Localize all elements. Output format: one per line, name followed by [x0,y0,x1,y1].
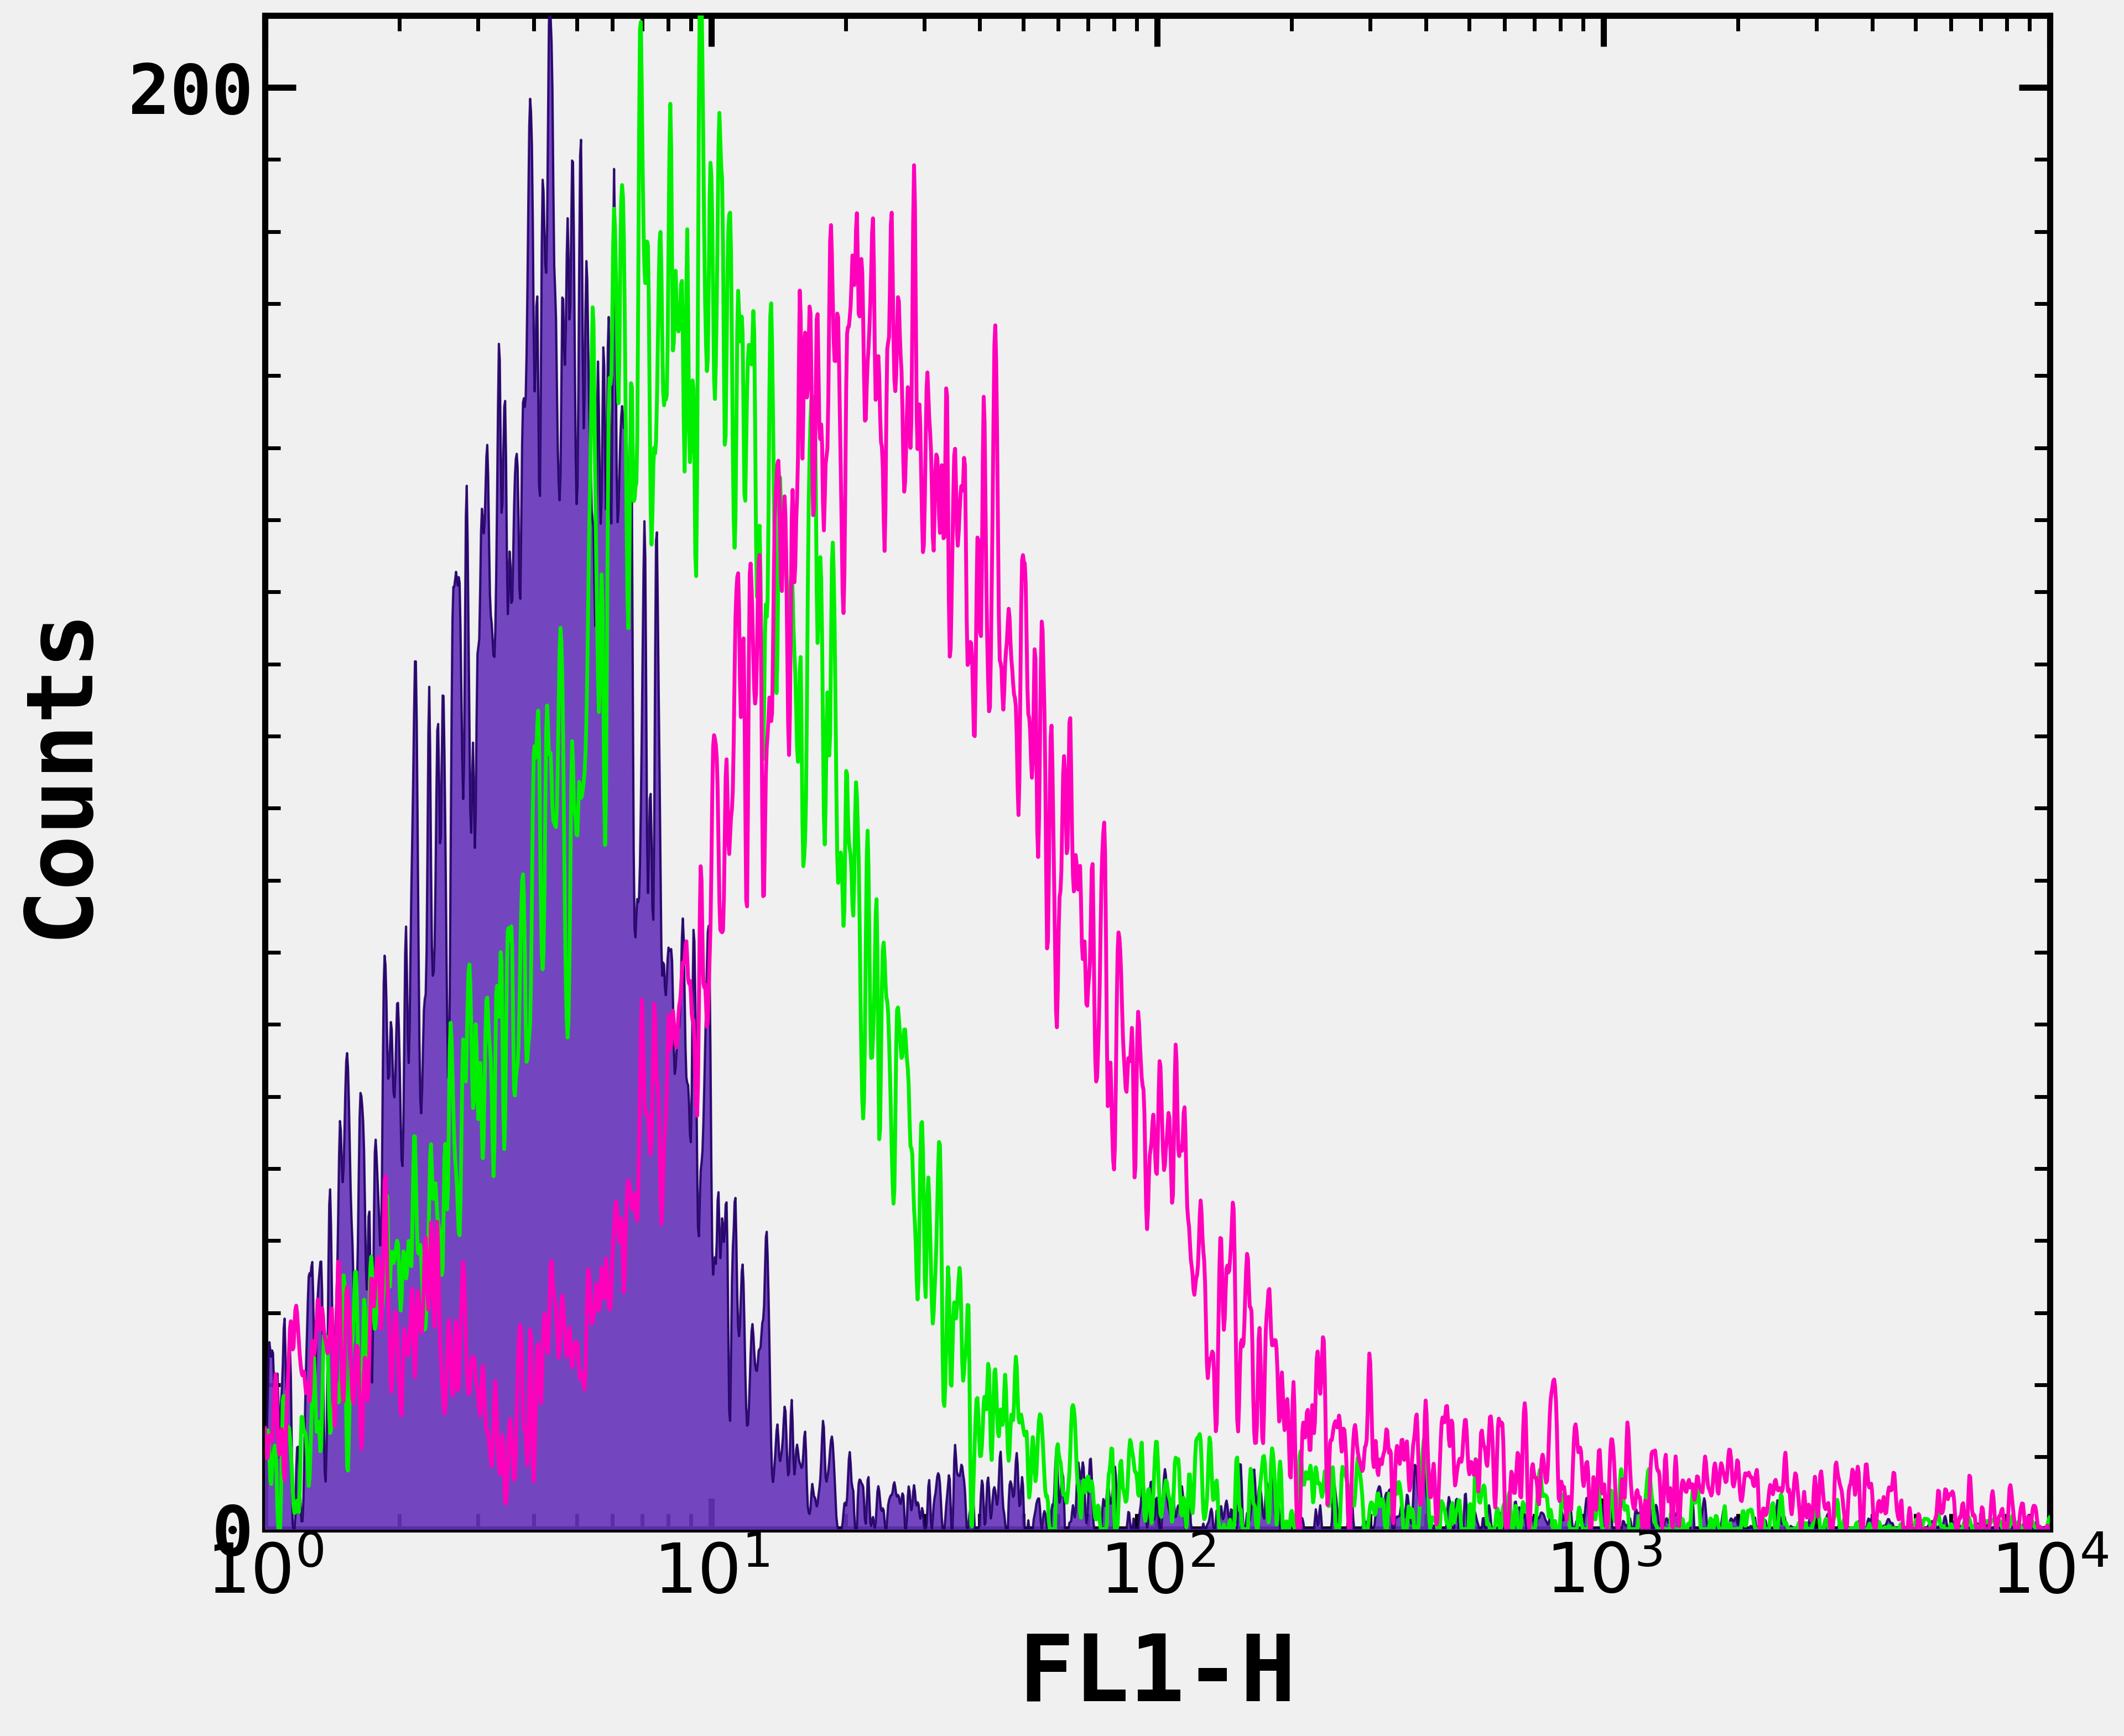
Y-axis label: Counts: Counts [15,606,106,939]
X-axis label: FL1-H: FL1-H [1020,1630,1296,1720]
